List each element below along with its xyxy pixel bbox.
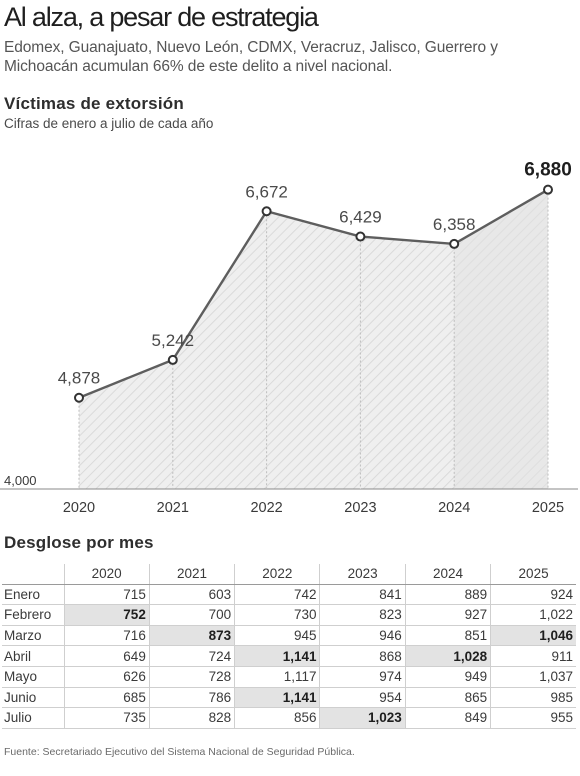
table-row: Mayo 626 728 1,117 974 949 1,037 <box>2 666 576 688</box>
data-point <box>261 206 272 217</box>
value-cell: 730 <box>234 604 320 626</box>
value-cell: 700 <box>148 604 235 626</box>
x-tick-label: 2020 <box>63 500 95 516</box>
column-header-year: 2020 <box>63 564 150 585</box>
value-cell: 626 <box>63 666 150 688</box>
data-point <box>167 354 178 365</box>
data-label: 4,878 <box>58 369 101 388</box>
data-point <box>74 392 84 403</box>
value-cell: 911 <box>490 645 576 667</box>
source-note: Fuente: Secretariado Ejecutivo del Siste… <box>4 746 355 758</box>
month-cell: Mayo <box>2 666 64 688</box>
value-cell: 724 <box>148 645 235 667</box>
value-cell: 955 <box>490 707 576 729</box>
value-cell: 1,023 <box>319 707 406 729</box>
area-fill-highlight <box>454 189 548 489</box>
value-cell: 786 <box>148 687 235 709</box>
month-cell: Marzo <box>2 625 64 647</box>
column-header-year: 2021 <box>148 564 235 585</box>
column-header-year: 2025 <box>490 564 576 585</box>
table-row: Febrero 752 700 730 823 927 1,022 <box>2 604 576 626</box>
value-cell: 1,046 <box>490 625 576 647</box>
victims-area-chart: 4,878 5,242 6,672 6,429 6,358 6,880 2020 2021 20… <box>0 160 578 516</box>
value-cell: 1,117 <box>234 666 320 688</box>
value-cell: 716 <box>63 625 150 647</box>
x-tick-label: 2025 <box>532 500 564 516</box>
data-point <box>543 184 553 195</box>
month-cell: Enero <box>2 584 64 606</box>
month-cell: Julio <box>2 707 64 729</box>
table-row: Abril 649 724 1,141 868 1,028 911 <box>2 645 576 667</box>
data-label: 6,880 <box>524 160 572 181</box>
month-cell: Febrero <box>2 604 64 626</box>
value-cell: 865 <box>404 687 491 709</box>
value-cell: 1,028 <box>404 645 491 667</box>
value-cell: 1,141 <box>234 687 320 709</box>
page-subtitle: Edomex, Guanajuato, Nuevo León, CDMX, Ve… <box>4 39 498 75</box>
page-title: Al alza, a pesar de estrategia <box>4 2 319 32</box>
table-row: Marzo 716 873 945 946 851 1,046 <box>2 625 576 647</box>
value-cell: 927 <box>404 604 491 626</box>
table-row: Julio 735 828 856 1,023 849 955 <box>2 707 576 729</box>
value-cell: 1,037 <box>490 666 576 688</box>
value-cell: 974 <box>319 666 406 688</box>
y-tick-label: 4,000 <box>4 473 37 488</box>
value-cell: 954 <box>319 687 406 709</box>
value-cell: 649 <box>63 645 150 667</box>
month-cell: Junio <box>2 687 64 709</box>
table-header-row: 2020 2021 2022 2023 2024 2025 <box>2 564 576 585</box>
value-cell: 851 <box>404 625 491 647</box>
data-point <box>355 231 366 242</box>
x-tick-label: 2024 <box>438 500 470 516</box>
header-month-blank <box>2 564 64 585</box>
column-header-year: 2022 <box>234 564 320 585</box>
value-cell: 735 <box>63 707 150 729</box>
value-cell: 728 <box>148 666 235 688</box>
table-row: Enero 715 603 742 841 889 924 <box>2 584 576 606</box>
chart-title: Víctimas de extorsión <box>4 94 184 113</box>
series-line <box>78 188 549 399</box>
value-cell: 849 <box>404 707 491 729</box>
data-point <box>449 238 460 249</box>
value-cell: 841 <box>319 584 406 606</box>
data-label: 6,672 <box>245 182 288 201</box>
x-tick-label: 2021 <box>157 500 189 516</box>
table-title: Desglose por mes <box>4 533 154 552</box>
value-cell: 924 <box>490 584 576 606</box>
column-header-year: 2024 <box>404 564 491 585</box>
value-cell: 1,141 <box>234 645 320 667</box>
table-row: Junio 685 786 1,141 954 865 985 <box>2 687 576 709</box>
month-cell: Abril <box>2 645 64 667</box>
value-cell: 868 <box>319 645 406 667</box>
value-cell: 752 <box>63 604 150 626</box>
value-cell: 873 <box>148 625 235 647</box>
value-cell: 985 <box>490 687 576 709</box>
area-fill <box>79 189 548 489</box>
value-cell: 742 <box>234 584 320 606</box>
value-cell: 823 <box>319 604 406 626</box>
value-cell: 715 <box>63 584 150 606</box>
monthly-breakdown-table: 2020 2021 2022 2023 2024 2025 Enero 715 603 742 8… <box>2 564 576 729</box>
value-cell: 685 <box>63 687 150 709</box>
data-label: 6,358 <box>433 215 476 234</box>
x-tick-label: 2022 <box>250 500 282 516</box>
data-label: 6,429 <box>339 208 382 227</box>
value-cell: 828 <box>148 707 235 729</box>
value-cell: 856 <box>234 707 320 729</box>
value-cell: 949 <box>404 666 491 688</box>
value-cell: 889 <box>404 584 491 606</box>
column-header-year: 2023 <box>319 564 406 585</box>
data-label: 5,242 <box>152 331 195 350</box>
value-cell: 946 <box>319 625 406 647</box>
value-cell: 945 <box>234 625 320 647</box>
value-cell: 603 <box>148 584 235 606</box>
x-tick-label: 2023 <box>344 500 376 516</box>
value-cell: 1,022 <box>490 604 576 626</box>
chart-subtitle: Cifras de enero a julio de cada año <box>4 116 214 131</box>
